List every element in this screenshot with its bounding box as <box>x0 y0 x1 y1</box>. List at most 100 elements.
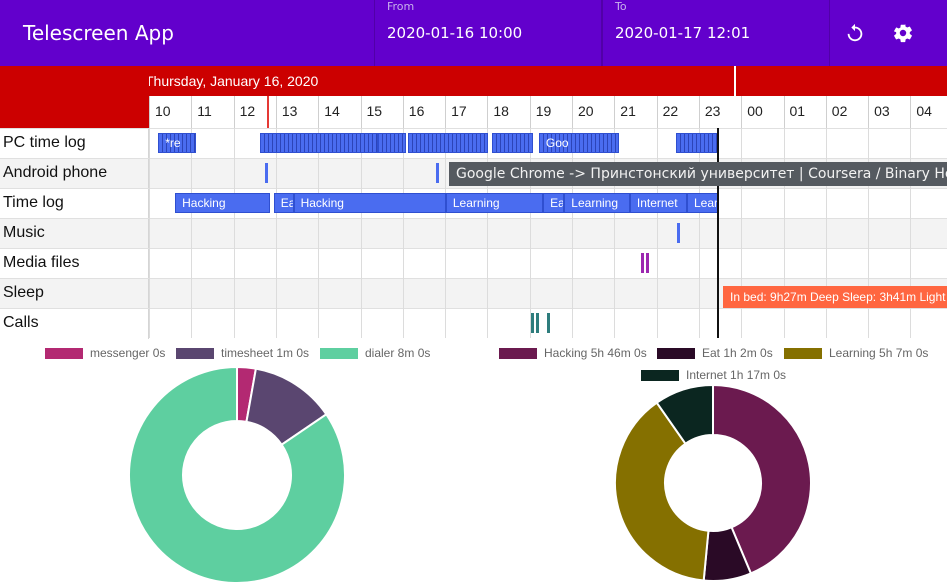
legend-swatch <box>784 347 822 359</box>
time-log-event[interactable]: Ea <box>543 193 565 213</box>
legend-item[interactable]: dialer 8m 0s <box>320 346 430 360</box>
time-log-event[interactable]: Hacking <box>293 193 446 213</box>
legend-item[interactable]: Internet 1h 17m 0s <box>641 368 786 382</box>
timeline-row: Media files <box>0 248 947 279</box>
legend-item[interactable]: Eat 1h 2m 0s <box>657 346 773 360</box>
hour-tick-label: 14 <box>318 96 360 128</box>
hour-gridline <box>318 128 320 338</box>
legend-swatch <box>320 347 358 359</box>
pc-activity-event[interactable] <box>407 133 489 153</box>
hour-tick-label: 02 <box>825 96 868 128</box>
from-date-label: From <box>387 0 415 13</box>
hour-gridline <box>402 128 404 338</box>
legend-item[interactable]: messenger 0s <box>45 346 165 360</box>
date-header-label: Thursday, January 16, 2020 <box>149 73 319 89</box>
android-usage-event[interactable] <box>265 163 268 183</box>
pc-activity-event[interactable] <box>676 133 719 153</box>
donut-slice[interactable] <box>655 383 714 446</box>
hour-gridline <box>614 128 616 338</box>
legend-label: Hacking 5h 46m 0s <box>544 346 647 360</box>
legend-item[interactable]: Hacking 5h 46m 0s <box>499 346 647 360</box>
sleep-event[interactable]: In bed: 9h27m Deep Sleep: 3h41m Light <box>723 286 947 308</box>
call-event[interactable] <box>547 313 550 333</box>
time-log-event[interactable]: Learning <box>564 193 630 213</box>
time-log-event[interactable]: Learning <box>445 193 544 213</box>
hour-tick-label: 15 <box>360 96 403 128</box>
hour-gridline <box>275 128 277 338</box>
hour-tick-label: 17 <box>445 96 487 128</box>
pc-activity-event[interactable] <box>259 133 379 153</box>
row-label: PC time log <box>0 129 149 159</box>
legend-swatch <box>45 347 83 359</box>
call-event[interactable] <box>536 313 539 333</box>
hour-tick-label: 19 <box>529 96 572 128</box>
refresh-button[interactable] <box>841 19 869 47</box>
time-log-event[interactable]: Eat <box>273 193 294 213</box>
legend-label: messenger 0s <box>90 346 166 360</box>
to-date-field[interactable]: To 2020-01-17 12:01 <box>602 0 830 66</box>
hour-gridline <box>656 128 658 338</box>
hour-gridline <box>825 128 827 338</box>
legend-label: Eat 1h 2m 0s <box>702 346 773 360</box>
media-file-event[interactable] <box>641 253 644 273</box>
hour-gridline <box>445 128 447 338</box>
time-log-event[interactable]: Hacking <box>175 193 271 213</box>
pc-activity-event[interactable]: *re <box>158 133 197 153</box>
row-label: Music <box>0 219 149 249</box>
from-date-field[interactable]: From 2020-01-16 10:00 <box>374 0 602 66</box>
call-event[interactable] <box>531 313 534 333</box>
to-date-value[interactable]: 2020-01-17 12:01 <box>615 24 751 42</box>
time-log-event[interactable]: Internet <box>629 193 687 213</box>
from-date-value[interactable]: 2020-01-16 10:00 <box>387 24 523 42</box>
timeline-corner <box>0 66 149 128</box>
donut-slice[interactable] <box>712 383 812 575</box>
hour-tick-label: 12 <box>233 96 276 128</box>
now-line <box>717 128 719 338</box>
gear-icon <box>894 24 912 43</box>
pc-activity-event[interactable]: Goo <box>538 133 620 153</box>
hour-gridline <box>910 128 912 338</box>
media-file-event[interactable] <box>646 253 649 273</box>
legend-label: timesheet 1m 0s <box>221 346 310 360</box>
row-label: Media files <box>0 249 149 279</box>
hour-gridline <box>487 128 489 338</box>
hours-axis: 10 11 12 13 14 15 16 17 18 19 20 21 22 23 00 01 02 03 04 <box>149 96 947 128</box>
hour-tick-label: 18 <box>487 96 529 128</box>
pc-activity-event[interactable] <box>492 133 533 153</box>
row-label: Time log <box>0 189 149 219</box>
hour-tick-label: 10 <box>149 96 191 128</box>
next-day-header <box>735 66 947 96</box>
legend-item[interactable]: timesheet 1m 0s <box>176 346 309 360</box>
row-label: Calls <box>0 309 149 339</box>
legend-swatch <box>641 369 679 381</box>
pc-activity-event[interactable] <box>378 133 406 153</box>
android-usage-event[interactable] <box>436 163 439 183</box>
donut-slice[interactable] <box>614 401 710 582</box>
hour-gridline <box>149 128 150 338</box>
donut-slice[interactable] <box>128 365 346 584</box>
timeline[interactable]: Thursday, January 16, 2020 10 11 12 13 14 15 1… <box>0 66 947 339</box>
current-time-marker <box>267 96 269 128</box>
hour-tick-label: 23 <box>698 96 741 128</box>
legend-swatch <box>657 347 695 359</box>
event-tooltip: Google Chrome -> Принстонский университе… <box>449 162 947 186</box>
refresh-icon <box>847 23 863 42</box>
time-log-event[interactable]: Learni <box>686 193 719 213</box>
hour-tick-label: 16 <box>402 96 445 128</box>
hour-tick-label: 22 <box>656 96 699 128</box>
hour-tick-label: 04 <box>910 96 947 128</box>
app-title: Telescreen App <box>23 21 174 45</box>
hour-gridline <box>233 128 235 338</box>
to-date-label: To <box>615 0 627 13</box>
hour-tick-label: 01 <box>783 96 826 128</box>
hour-gridline <box>783 128 785 338</box>
timeline-row: Calls <box>0 308 947 339</box>
calls-donut-chart <box>128 365 346 584</box>
legend-item[interactable]: Learning 5h 7m 0s <box>784 346 928 360</box>
legend-label: Learning 5h 7m 0s <box>829 346 929 360</box>
hour-tick-label: 20 <box>572 96 614 128</box>
legend-label: dialer 8m 0s <box>365 346 431 360</box>
settings-button[interactable] <box>889 19 917 47</box>
music-event[interactable] <box>677 223 680 243</box>
hour-gridline <box>529 128 531 338</box>
